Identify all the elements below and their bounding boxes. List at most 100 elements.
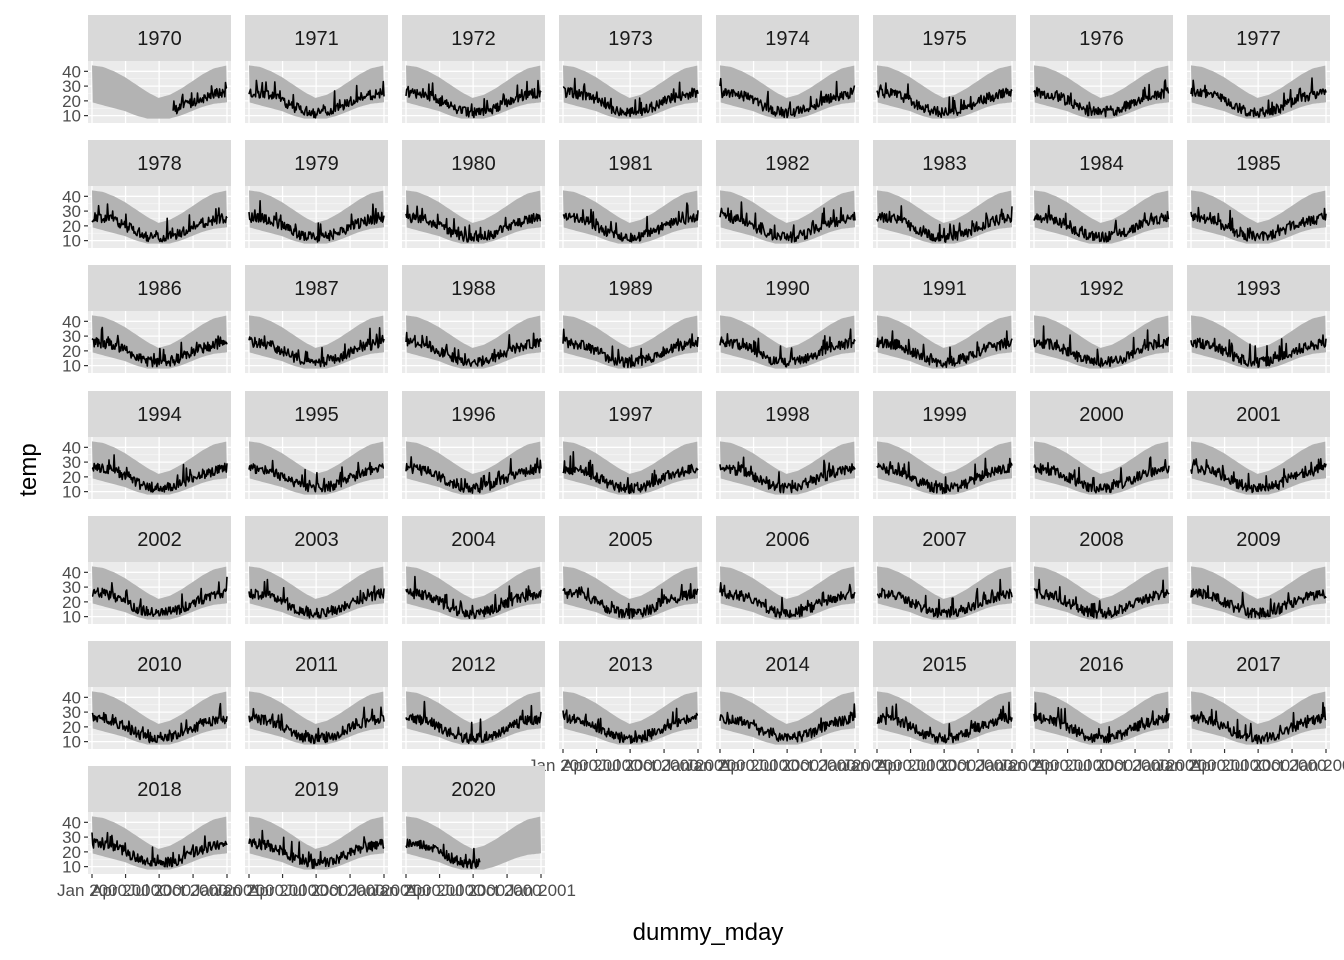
facet-label: 2015 — [922, 654, 967, 676]
panel-2006: 2006 — [716, 516, 859, 624]
facet-label: 1971 — [294, 28, 339, 50]
panel-2014: 2014Jan 2000Apr 2000Jul 2000Oct 2000Jan … — [685, 641, 890, 775]
facet-label: 1978 — [137, 153, 182, 175]
facet-label: 2019 — [294, 779, 339, 801]
facet-label: 2013 — [608, 654, 653, 676]
facet-label: 1974 — [765, 28, 810, 50]
facet-label: 1999 — [922, 404, 967, 426]
panel-2007: 2007 — [873, 516, 1016, 624]
panel-2020: 2020Jan 2000Apr 2000Jul 2000Oct 2000Jan … — [371, 766, 576, 900]
y-tick-label: 40 — [62, 688, 81, 707]
panel-2015: 2015Jan 2000Apr 2000Jul 2000Oct 2000Jan … — [842, 641, 1047, 775]
facet-label: 1996 — [451, 404, 496, 426]
panel-2002: 200210203040 — [62, 516, 231, 627]
panel-1999: 1999 — [873, 391, 1016, 499]
facet-label: 2016 — [1079, 654, 1124, 676]
panel-1990: 1990 — [716, 265, 859, 373]
x-tick-label: Jan 2001 — [506, 881, 576, 900]
facet-label: 2005 — [608, 529, 653, 551]
facet-label: 1970 — [137, 28, 182, 50]
panel-1988: 1988 — [402, 265, 545, 373]
facet-label: 1988 — [451, 278, 496, 300]
y-tick-label: 40 — [62, 187, 81, 206]
panel-2000: 2000 — [1030, 391, 1173, 499]
facet-label: 2001 — [1236, 404, 1281, 426]
facet-label: 2010 — [137, 654, 182, 676]
panel-1983: 1983 — [873, 140, 1016, 248]
facet-label: 1987 — [294, 278, 339, 300]
y-tick-label: 40 — [62, 62, 81, 81]
facet-label: 2017 — [1236, 654, 1281, 676]
facet-label: 1982 — [765, 153, 810, 175]
facet-label: 1998 — [765, 404, 810, 426]
panel-1978: 197810203040 — [62, 140, 231, 251]
panel-1985: 1985 — [1187, 140, 1330, 248]
panel-1982: 1982 — [716, 140, 859, 248]
panel-1976: 1976 — [1030, 15, 1173, 123]
y-tick-label: 40 — [62, 813, 81, 832]
panel-1996: 1996 — [402, 391, 545, 499]
y-tick-label: 40 — [62, 563, 81, 582]
panel-2009: 2009 — [1187, 516, 1330, 624]
facet-label: 2009 — [1236, 529, 1281, 551]
y-tick-label: 40 — [62, 312, 81, 331]
panel-2005: 2005 — [559, 516, 702, 624]
panel-1989: 1989 — [559, 265, 702, 373]
panel-1977: 1977 — [1187, 15, 1330, 123]
facet-label: 1979 — [294, 153, 339, 175]
panel-1991: 1991 — [873, 265, 1016, 373]
x-axis-title: dummy_mday — [633, 919, 784, 946]
facet-label: 2008 — [1079, 529, 1124, 551]
panel-1992: 1992 — [1030, 265, 1173, 373]
panel-1971: 1971 — [245, 15, 388, 123]
facet-label: 1991 — [922, 278, 967, 300]
panel-1972: 1972 — [402, 15, 545, 123]
facet-label: 1985 — [1236, 153, 1281, 175]
facet-label: 1983 — [922, 153, 967, 175]
facet-label: 1973 — [608, 28, 653, 50]
facet-label: 1972 — [451, 28, 496, 50]
panel-1993: 1993 — [1187, 265, 1330, 373]
panel-2008: 2008 — [1030, 516, 1173, 624]
facet-label: 2007 — [922, 529, 967, 551]
facet-label: 2000 — [1079, 404, 1124, 426]
panel-1981: 1981 — [559, 140, 702, 248]
facet-label: 1986 — [137, 278, 182, 300]
panel-1975: 1975 — [873, 15, 1016, 123]
panel-2003: 2003 — [245, 516, 388, 624]
facet-label: 2003 — [294, 529, 339, 551]
facet-label: 1995 — [294, 404, 339, 426]
panel-1984: 1984 — [1030, 140, 1173, 248]
facet-label: 2018 — [137, 779, 182, 801]
panel-2011: 2011 — [245, 641, 388, 749]
y-axis-title: temp — [15, 443, 42, 496]
facet-label: 1980 — [451, 153, 496, 175]
x-tick-label: Jan 2001 — [1291, 756, 1344, 775]
facet-label: 1981 — [608, 153, 653, 175]
panel-1997: 1997 — [559, 391, 702, 499]
facet-label: 1976 — [1079, 28, 1124, 50]
panel-2016: 2016Jan 2000Apr 2000Jul 2000Oct 2000Jan … — [999, 641, 1204, 775]
facet-label: 2004 — [451, 529, 496, 551]
facet-label: 1977 — [1236, 28, 1281, 50]
panel-2004: 2004 — [402, 516, 545, 624]
panel-1980: 1980 — [402, 140, 545, 248]
panel-2012: 2012 — [402, 641, 545, 749]
panel-1979: 1979 — [245, 140, 388, 248]
facet-label: 2011 — [295, 654, 338, 676]
panel-1998: 1998 — [716, 391, 859, 499]
panel-1994: 199410203040 — [62, 391, 231, 502]
y-tick-label: 40 — [62, 438, 81, 457]
panel-2001: 2001 — [1187, 391, 1330, 499]
facet-label: 1990 — [765, 278, 810, 300]
facet-label: 1984 — [1079, 153, 1124, 175]
facet-label: 2012 — [451, 654, 496, 676]
facet-label: 2002 — [137, 529, 182, 551]
panel-1987: 1987 — [245, 265, 388, 373]
